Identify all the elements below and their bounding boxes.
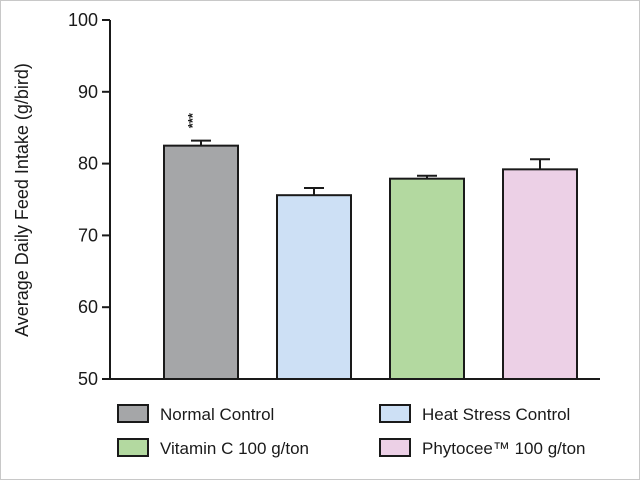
y-axis-label: Average Daily Feed Intake (g/bird) bbox=[12, 63, 32, 337]
significance-annotation: *** bbox=[185, 112, 200, 128]
y-tick-label: 80 bbox=[78, 154, 98, 174]
legend: Normal Control Heat Stress Control Vitamin… bbox=[117, 404, 586, 458]
bars: *** bbox=[163, 112, 578, 380]
legend-label-3: Vitamin C 100 g/ton bbox=[160, 439, 309, 458]
legend-label-1: Normal Control bbox=[160, 405, 274, 424]
y-tick-label: 60 bbox=[78, 297, 98, 317]
bar-1 bbox=[163, 144, 239, 380]
y-tick-label: 50 bbox=[78, 369, 98, 389]
bar-3 bbox=[389, 177, 465, 380]
y-tick-label: 70 bbox=[78, 225, 98, 245]
legend-label-2: Heat Stress Control bbox=[422, 405, 570, 424]
legend-label-4: Phytocee™ 100 g/ton bbox=[422, 439, 586, 458]
y-tick-label: 100 bbox=[68, 10, 98, 30]
legend-swatch-1 bbox=[117, 404, 149, 423]
bar-2 bbox=[276, 194, 352, 380]
y-tick-label: 90 bbox=[78, 82, 98, 102]
bar-4 bbox=[502, 168, 578, 380]
legend-swatch-4 bbox=[379, 438, 411, 457]
legend-swatch-3 bbox=[117, 438, 149, 457]
legend-swatch-2 bbox=[379, 404, 411, 423]
